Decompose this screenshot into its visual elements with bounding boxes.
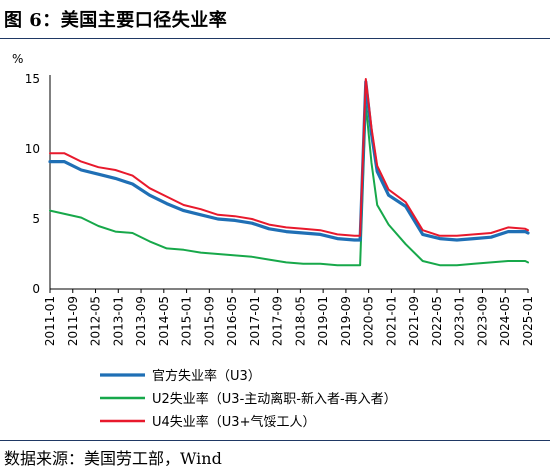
x-tick-label: 2011-01 xyxy=(43,296,57,346)
source-rule xyxy=(0,440,550,441)
x-tick-label: 2014-05 xyxy=(157,296,171,346)
legend-label: U2失业率（U3-主动离职-新入者-再入者） xyxy=(152,391,397,407)
x-tick-label: 2023-01 xyxy=(453,296,467,346)
x-tick-label: 2024-05 xyxy=(498,296,512,346)
x-tick-label: 2023-09 xyxy=(475,296,489,346)
x-tick-label: 2019-01 xyxy=(316,296,330,346)
x-tick-label: 2013-01 xyxy=(111,296,125,346)
x-tick-label: 2015-09 xyxy=(202,296,216,346)
x-tick-label: 2021-01 xyxy=(384,296,398,346)
y-axis-unit: % xyxy=(12,52,23,66)
legend-label: 官方失业率（U3） xyxy=(152,368,261,384)
y-tick-label: 5 xyxy=(32,212,40,226)
y-axis: % 0 5 10 15 xyxy=(12,52,51,296)
source-note: 数据来源：美国劳工部，Wind xyxy=(4,449,222,468)
y-tick-label: 0 xyxy=(32,282,40,296)
series-line xyxy=(49,103,529,267)
chart-title: 图 6：美国主要口径失业率 xyxy=(4,10,228,31)
series-lines xyxy=(48,78,530,267)
y-tick-label: 15 xyxy=(25,72,40,86)
unemployment-chart: % 0 5 10 15 2011-01 2011-09 2012-05 2013-01 2013… xyxy=(12,52,535,430)
x-tick-label: 2017-01 xyxy=(248,296,262,346)
legend: 官方失业率（U3） U2失业率（U3-主动离职-新入者-再入者） U4失业率（U3+… xyxy=(100,368,397,430)
x-tick-label: 2019-09 xyxy=(339,296,353,346)
series-line xyxy=(48,80,530,242)
series-line xyxy=(49,78,529,237)
x-tick-label: 2025-01 xyxy=(521,296,535,346)
y-tick-label: 10 xyxy=(25,142,40,156)
x-tick-label: 2015-01 xyxy=(180,296,194,346)
x-tick-label: 2017-09 xyxy=(271,296,285,346)
x-tick-label: 2011-09 xyxy=(66,296,80,346)
title-bar: 图 6：美国主要口径失业率 xyxy=(0,0,550,40)
x-axis: 2011-01 2011-09 2012-05 2013-01 2013-09 2014-… xyxy=(43,288,535,346)
x-tick-label: 2018-05 xyxy=(293,296,307,346)
x-tick-label: 2022-05 xyxy=(430,296,444,346)
x-tick-label: 2021-09 xyxy=(407,296,421,346)
x-tick-label: 2020-05 xyxy=(362,296,376,346)
legend-label: U4失业率（U3+气馁工人） xyxy=(152,414,315,430)
x-tick-label: 2016-05 xyxy=(225,296,239,346)
x-tick-label: 2013-09 xyxy=(134,296,148,346)
title-rule xyxy=(0,38,550,39)
x-tick-label: 2012-05 xyxy=(89,296,103,346)
